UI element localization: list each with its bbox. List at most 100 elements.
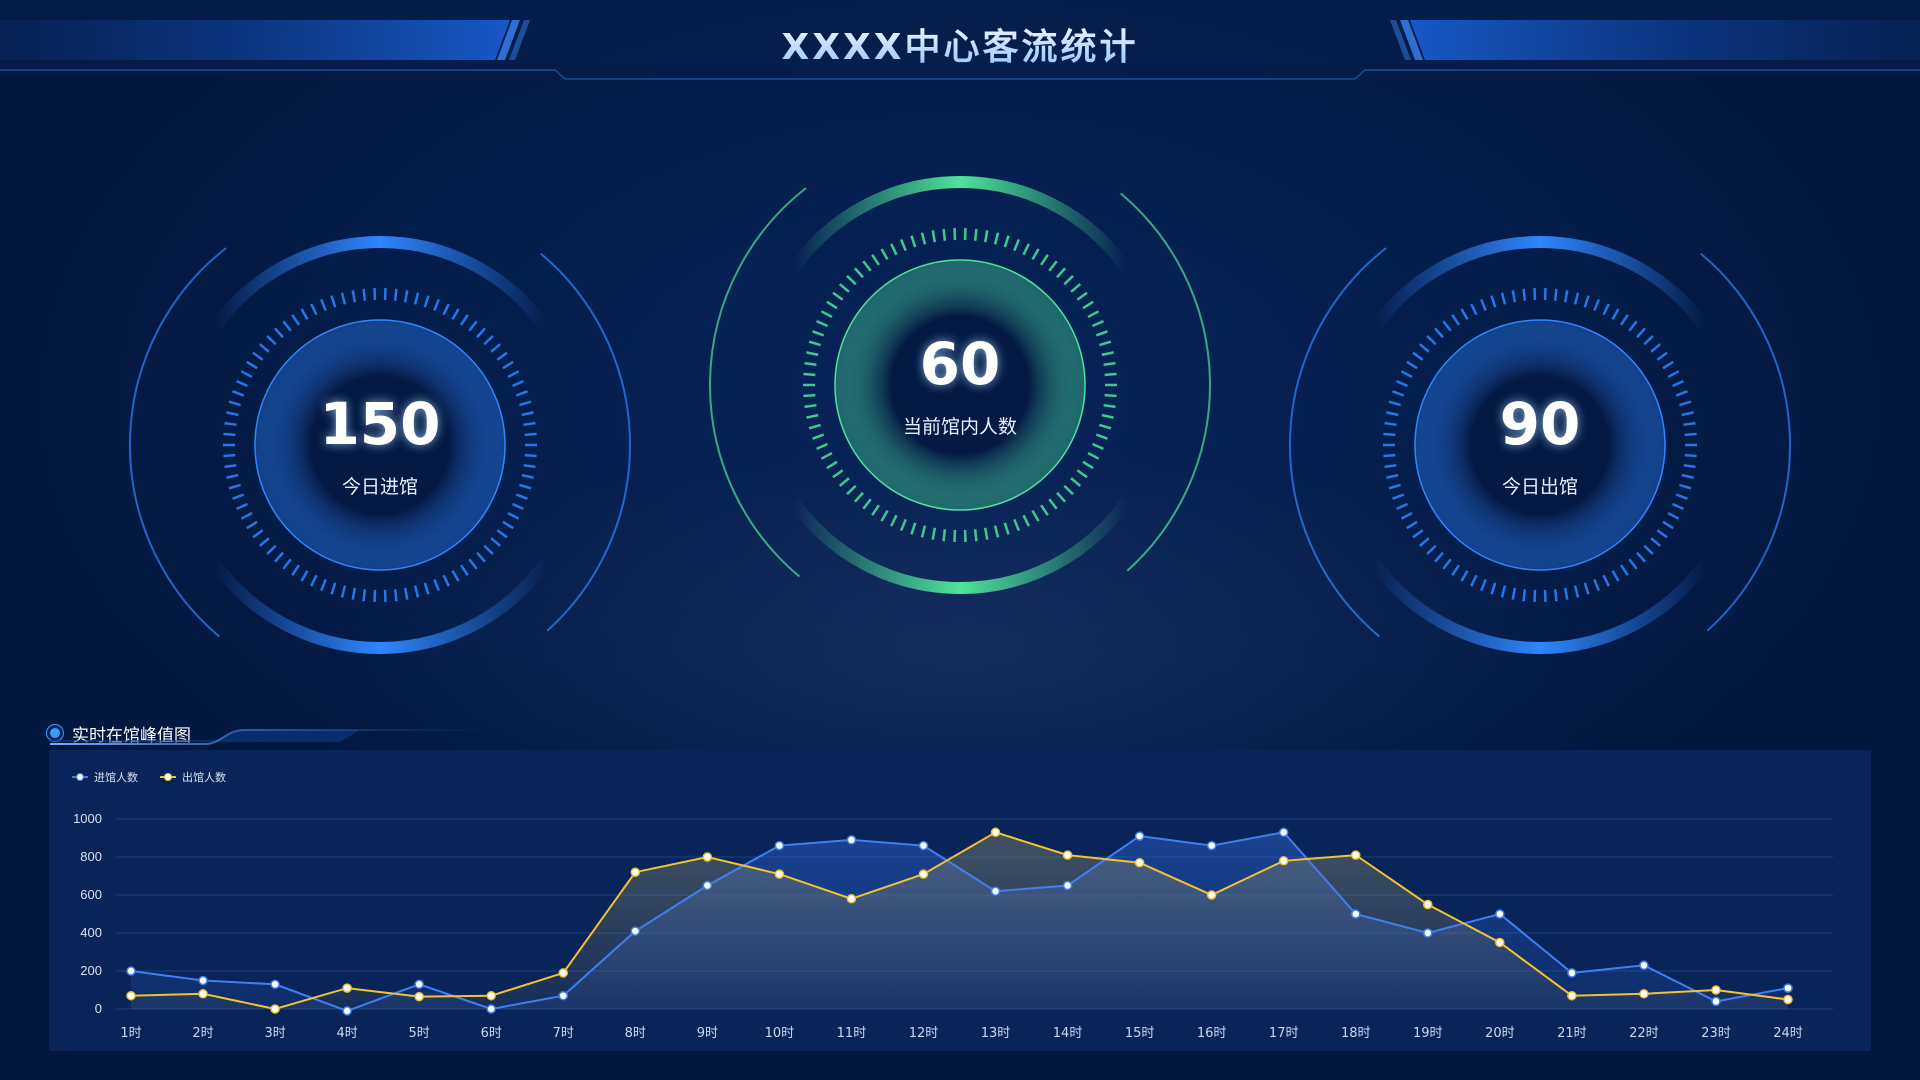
thick-arc-top [788,176,1132,273]
tick-mark [236,502,249,510]
tick-mark [806,413,819,419]
tick-mark [523,463,536,469]
tick-mark [1013,518,1020,532]
tick-mark [1434,327,1444,339]
tick-mark [442,303,450,316]
tick-mark [973,228,978,241]
tick-mark [433,578,440,592]
tick-mark [1636,327,1646,339]
tick-mark [224,463,237,469]
tick-mark [1679,400,1692,407]
tick-mark [519,400,532,407]
tick-mark [1383,432,1396,437]
tick-mark [816,320,829,328]
outer-arc-right [1700,252,1791,632]
legend-marker-out [160,772,176,782]
tick-mark [1386,473,1399,479]
gauge-label: 今日出馆 [1501,476,1578,498]
tick-mark [1500,292,1507,305]
tick-mark [423,295,430,308]
tick-mark [1628,558,1638,570]
tick-mark [1101,351,1114,357]
thick-arc-bottom [1368,557,1712,654]
tick-mark [258,537,270,547]
tick-mark [291,314,300,326]
tick-mark [362,589,367,602]
inner-circle [834,259,1086,511]
tick-mark [502,360,514,370]
tick-mark [1099,423,1112,430]
tick-mark [1611,569,1620,582]
tick-mark [880,248,889,261]
tick-mark [812,433,825,440]
tick-mark [1628,320,1638,332]
tick-mark [1460,308,1469,321]
tick-mark [232,493,245,500]
tick-mark [320,578,327,592]
tick-mark [871,254,880,266]
page-title: XXXX中心客流统计 [0,18,1920,70]
tick-mark [1388,400,1401,407]
tick-mark [832,291,844,301]
tick-mark [240,370,253,379]
outer-arc-left [709,187,807,578]
tick-mark [300,308,309,321]
tick-mark [1681,411,1694,417]
tick-mark [393,288,398,301]
tick-mark [1392,390,1405,397]
tick-mark [1063,484,1074,495]
thick-arc-bottom [208,557,552,654]
tick-mark [1643,335,1654,346]
tick-mark [1511,290,1517,303]
tick-mark [838,283,850,293]
tick-mark [942,529,947,542]
tick-mark [1400,511,1413,520]
tick-mark [1076,291,1088,301]
tick-mark [993,525,1000,538]
tick-mark [507,511,520,520]
tick-mark [1426,335,1437,346]
tick-mark [496,529,508,539]
tick-mark [1662,360,1674,370]
tick-mark [1386,411,1399,417]
header-frame [0,0,1920,80]
tick-mark [1070,283,1082,293]
tick-mark [1099,340,1112,347]
tick-mark [515,390,528,397]
tick-mark [1406,520,1418,530]
tick-mark [1412,351,1424,361]
tick-mark [1048,498,1058,510]
tick-mark [226,473,239,479]
tick-mark [890,514,898,527]
tick-mark [1087,310,1100,319]
tick-mark [1013,238,1020,252]
tick-mark [1384,421,1397,427]
tick-mark [1418,537,1430,547]
tick-mark [1683,463,1696,469]
gauge-value: 60 [919,330,1001,398]
inner-circle [1414,319,1666,571]
gauge-ring-2 [1289,236,1791,654]
tick-mark [1593,298,1600,312]
tick-mark [1063,275,1074,286]
tick-mark [1451,564,1460,576]
tick-mark [1602,303,1610,316]
legend-item-out[interactable]: 出馆人数 [160,769,226,785]
tick-mark [806,351,819,357]
gauge-ring-1 [709,176,1211,594]
tick-mark [1412,529,1424,539]
tick-mark [1003,522,1010,535]
chart-panel [49,750,1871,1051]
tick-mark [993,232,1000,245]
tick-mark [1522,288,1527,301]
tick-mark [1602,574,1610,587]
tick-mark [826,460,838,470]
tick-mark [804,403,817,409]
tick-mark [340,585,347,598]
legend-label: 出馆人数 [182,771,226,784]
tick-mark [274,551,284,563]
legend-item-in[interactable]: 进馆人数 [72,769,138,785]
tick-mark [820,310,833,319]
tick-mark [942,228,947,241]
tick-mark [1679,483,1692,490]
